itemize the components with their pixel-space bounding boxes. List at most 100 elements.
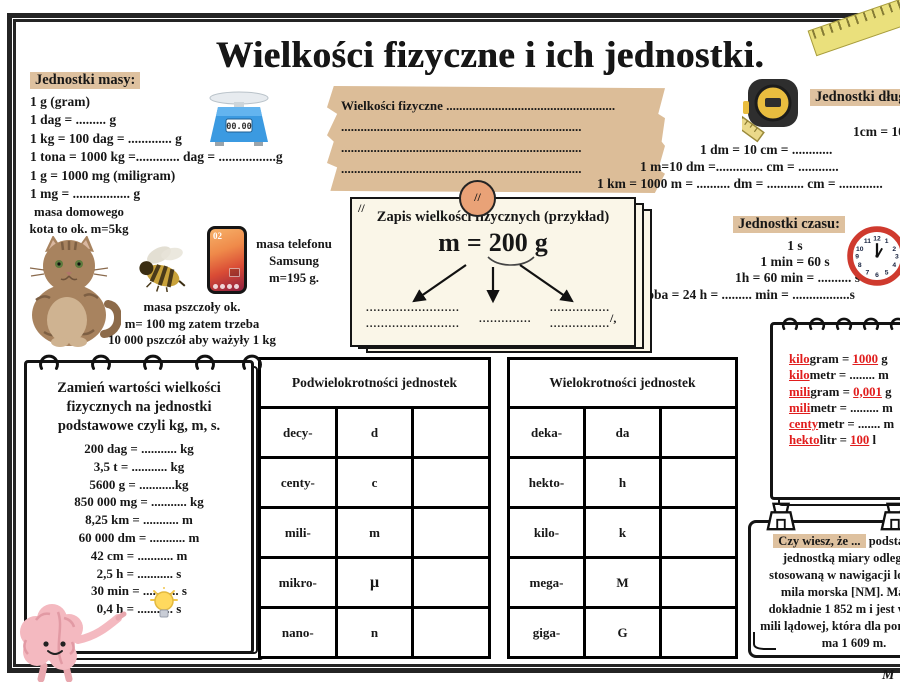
length-line: 1 dm = 10 cm = ............	[700, 142, 833, 157]
empty-cell	[411, 456, 491, 509]
symbol-cell: c	[334, 456, 415, 509]
banner-line: ........................................…	[341, 119, 582, 134]
svg-text:11: 11	[864, 238, 871, 245]
empty-cell	[659, 406, 738, 459]
bee-note: masa pszczoły ok. m= 100 mg zatem trzeba…	[108, 300, 276, 347]
svg-text:12: 12	[873, 236, 881, 243]
know-line: jednostką miary odległości	[782, 551, 900, 565]
symbol-cell: μ	[334, 556, 415, 609]
pin: //	[459, 180, 496, 217]
empty-cell	[659, 556, 738, 609]
prefix-cell: deka-	[507, 406, 586, 459]
empty-cell	[659, 506, 738, 559]
know-line: mila morska [NM]. Ma ona	[780, 585, 900, 599]
empty-cell	[659, 456, 738, 509]
spiral-ring-icon	[91, 354, 111, 370]
svg-text:5: 5	[885, 270, 889, 277]
formula-unit: g	[534, 228, 548, 257]
banner-line: Wielkości fizyczne .....................…	[341, 98, 616, 113]
blank-dots: ..............	[479, 313, 532, 325]
spiral-ring-icon	[782, 317, 798, 331]
binder-clip-icon	[766, 502, 796, 531]
page-title: Wielkości fizyczne i ich jednostki.	[215, 35, 765, 76]
prefix-cell: giga-	[507, 606, 586, 659]
blank-dots: .........................	[366, 318, 460, 330]
formula-equals: =	[466, 228, 482, 257]
convert-title: fizycznych na jednostki	[66, 399, 212, 415]
mass-line: 1 kg = 100 dag = ............. g	[30, 130, 182, 146]
example-card: // /, Zapis wielkości fizycznych (przykł…	[350, 197, 636, 347]
formula-value: 200	[488, 228, 528, 257]
binder-clip-icon	[880, 502, 900, 531]
spiral-ring-icon	[890, 317, 900, 331]
convert-item: 200 dag = ........... kg	[84, 441, 194, 456]
prefix-cell: mega-	[507, 556, 586, 609]
svg-text:8: 8	[858, 262, 862, 269]
page-curl-icon	[753, 632, 776, 650]
underbrace	[487, 256, 535, 266]
blank-dots: ................	[550, 302, 610, 314]
time-line: 1doba = 24 h = ......... min = .........…	[633, 287, 855, 302]
symbol-cell: da	[583, 406, 662, 459]
svg-text:1: 1	[885, 238, 889, 245]
empty-cell	[659, 606, 738, 659]
phone-note: masa telefonu Samsung m=195 g.	[256, 237, 332, 285]
convert-item: 42 cm = ........... m	[90, 547, 188, 563]
know-line: dokładnie 1 852 m i jest większa	[768, 602, 900, 616]
length-line: 1cm = 10 mm	[853, 124, 900, 139]
quantities-banner: Wielkości fizyczne .....................…	[327, 86, 665, 193]
spiral-ring-icon	[863, 317, 879, 331]
convert-item: 8,25 km = ........... m	[85, 512, 193, 528]
footer-mark: M	[882, 668, 895, 683]
brain-mascot	[20, 604, 127, 682]
know-line: stosowaną w nawigacji lotniczej	[769, 568, 900, 582]
svg-text:6: 6	[875, 272, 879, 279]
symbol-cell: n	[334, 606, 415, 659]
symbol-cell: M	[583, 556, 662, 609]
cat-note: masa domowego kota to ok. m=5kg	[29, 205, 129, 236]
empty-cell	[411, 556, 491, 609]
banner-line: ........................................…	[341, 140, 582, 155]
svg-text:9: 9	[855, 254, 859, 261]
prefix-line: miligram = 0,001 g	[789, 384, 892, 399]
spiral-ring-icon	[242, 354, 262, 370]
svg-text:4: 4	[892, 262, 896, 269]
formula: m = 200 g	[352, 228, 634, 266]
mass-line: 1 g (gram)	[30, 94, 90, 109]
mass-line: 1 tona = 1000 kg =............. dag = ..…	[30, 149, 283, 165]
spiral-ring-icon	[39, 354, 59, 370]
prefix-line: centymetr = ....... m	[789, 417, 895, 432]
time-line: 1 min = 60 s	[760, 254, 830, 269]
spiral-ring-icon	[809, 317, 825, 331]
length-line: 1 km = 1000 m = .......... dm = ........…	[597, 176, 883, 191]
banner-line: ........................................…	[341, 161, 582, 176]
svg-text:00.00: 00.00	[226, 122, 252, 132]
mass-line: 1 dag = ......... g	[30, 112, 117, 128]
prefix-line: kilogram = 1000 g	[789, 352, 888, 366]
time-heading: Jednostki czasu:	[733, 216, 845, 233]
prefix-cell: hekto-	[507, 456, 586, 509]
convert-item: 2,5 h = ........... s	[96, 565, 182, 581]
time-line: 1h = 60 min = .......... s	[735, 270, 860, 285]
convert-item: 850 000 mg = ........... kg	[74, 494, 204, 510]
spiral-ring-icon	[143, 354, 163, 370]
table-title: Podwielokrotności jednostek	[258, 357, 491, 409]
svg-text:3: 3	[895, 254, 899, 261]
corner-mark: /,	[610, 311, 617, 325]
mass-line: 1 g = 1000 mg (miligram)	[30, 167, 176, 183]
know-line: mili lądowej, która dla porównania	[760, 619, 900, 633]
symbol-cell: G	[583, 606, 662, 659]
formula-symbol: m	[438, 228, 460, 257]
corner-mark: //	[358, 201, 365, 215]
lightbulb-icon	[150, 587, 178, 618]
page-frame	[7, 13, 900, 673]
symbol-cell: m	[334, 506, 415, 559]
card-title: Zapis wielkości fizycznych (przykład)	[376, 209, 610, 225]
formula-value-wrap: 200	[487, 228, 535, 266]
prefix-line: kilometr = ........ m	[789, 368, 889, 383]
symbol-cell: k	[583, 506, 662, 559]
table-title: Wielokrotności jednostek	[507, 357, 738, 409]
phone-clock: 02	[213, 231, 222, 241]
prefix-cell: mikro-	[258, 556, 338, 609]
